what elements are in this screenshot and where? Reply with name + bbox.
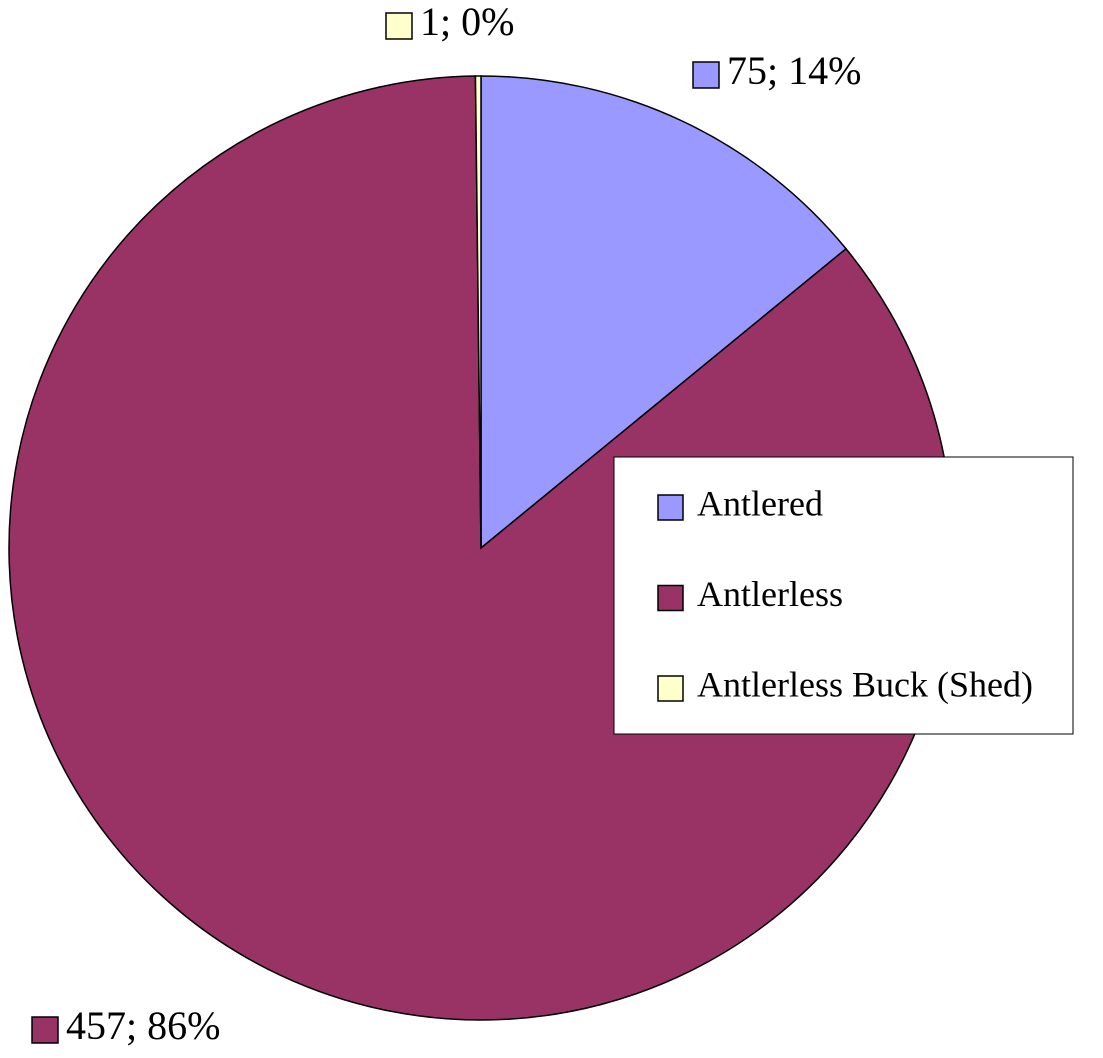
label-swatch <box>385 12 413 40</box>
legend-swatch <box>657 494 684 521</box>
legend-label: Antlerless <box>697 574 843 614</box>
data-label: 457; 86% <box>66 1003 220 1048</box>
label-swatch <box>31 1016 59 1044</box>
legend-label: Antlered <box>697 483 823 523</box>
pie-slice <box>480 75 848 550</box>
legend-swatch <box>657 675 684 702</box>
data-label: 1; 0% <box>420 0 514 44</box>
legend-label: Antlerless Buck (Shed) <box>697 664 1033 704</box>
data-label: 75; 14% <box>727 48 861 93</box>
pie-slice <box>474 75 482 549</box>
legend-box <box>613 456 1074 735</box>
label-swatch <box>692 61 720 89</box>
legend-swatch <box>657 584 684 612</box>
